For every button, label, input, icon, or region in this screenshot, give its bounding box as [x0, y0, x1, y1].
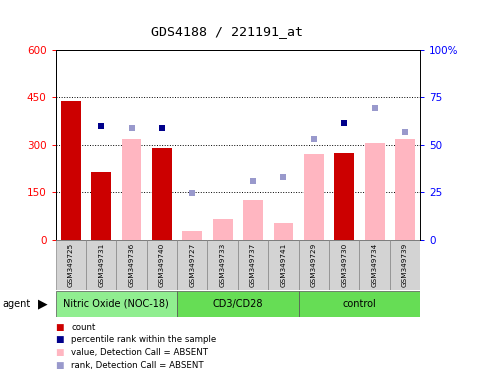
Bar	[213, 219, 232, 240]
Text: ■: ■	[56, 335, 64, 344]
Text: GSM349734: GSM349734	[371, 243, 378, 287]
Bar	[56, 240, 86, 290]
Text: GSM349727: GSM349727	[189, 243, 195, 287]
Bar	[122, 139, 142, 240]
Bar	[334, 153, 354, 240]
Bar	[61, 101, 81, 240]
Text: GSM349733: GSM349733	[220, 243, 226, 287]
Bar	[298, 291, 420, 317]
Bar	[298, 240, 329, 290]
Text: GSM349739: GSM349739	[402, 243, 408, 287]
Bar	[177, 240, 208, 290]
Text: GSM349729: GSM349729	[311, 243, 317, 287]
Text: GDS4188 / 221191_at: GDS4188 / 221191_at	[151, 25, 303, 38]
Bar	[56, 291, 177, 317]
Text: value, Detection Call = ABSENT: value, Detection Call = ABSENT	[71, 348, 208, 357]
Bar	[395, 139, 415, 240]
Text: GSM349731: GSM349731	[98, 243, 104, 287]
Bar	[268, 240, 298, 290]
Bar	[177, 291, 298, 317]
Text: CD3/CD28: CD3/CD28	[213, 299, 263, 309]
Bar	[152, 148, 172, 240]
Bar	[359, 240, 390, 290]
Bar	[238, 240, 268, 290]
Bar	[147, 240, 177, 290]
Text: count: count	[71, 323, 95, 332]
Bar	[86, 240, 116, 290]
Bar	[116, 240, 147, 290]
Text: ■: ■	[56, 361, 64, 370]
Bar	[243, 200, 263, 240]
Text: GSM349736: GSM349736	[128, 243, 135, 287]
Text: ■: ■	[56, 348, 64, 357]
Text: Nitric Oxide (NOC-18): Nitric Oxide (NOC-18)	[63, 299, 169, 309]
Text: GSM349740: GSM349740	[159, 243, 165, 287]
Text: agent: agent	[2, 299, 30, 309]
Bar	[390, 240, 420, 290]
Text: percentile rank within the sample: percentile rank within the sample	[71, 335, 216, 344]
Text: GSM349730: GSM349730	[341, 243, 347, 287]
Bar	[329, 240, 359, 290]
Text: GSM349741: GSM349741	[281, 243, 286, 287]
Bar	[365, 143, 384, 240]
Bar	[208, 240, 238, 290]
Bar	[183, 231, 202, 240]
Text: control: control	[342, 299, 376, 309]
Text: GSM349725: GSM349725	[68, 243, 74, 287]
Text: GSM349737: GSM349737	[250, 243, 256, 287]
Text: ■: ■	[56, 323, 64, 332]
Text: ▶: ▶	[38, 297, 47, 310]
Text: rank, Detection Call = ABSENT: rank, Detection Call = ABSENT	[71, 361, 204, 370]
Bar	[91, 172, 111, 240]
Bar	[304, 154, 324, 240]
Bar	[273, 223, 293, 240]
